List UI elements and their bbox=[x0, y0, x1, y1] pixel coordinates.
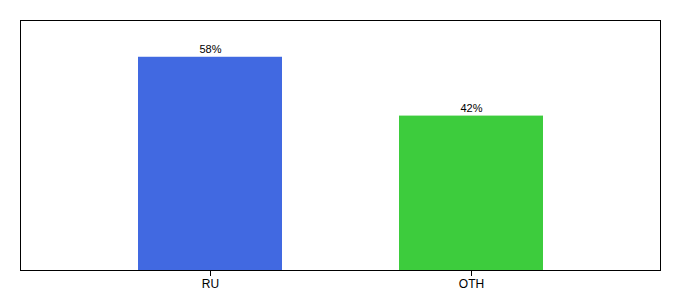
svg-text:58%: 58% bbox=[199, 43, 221, 55]
svg-text:42%: 42% bbox=[460, 102, 482, 114]
svg-text:OTH: OTH bbox=[459, 277, 484, 291]
svg-text:RU: RU bbox=[202, 277, 219, 291]
